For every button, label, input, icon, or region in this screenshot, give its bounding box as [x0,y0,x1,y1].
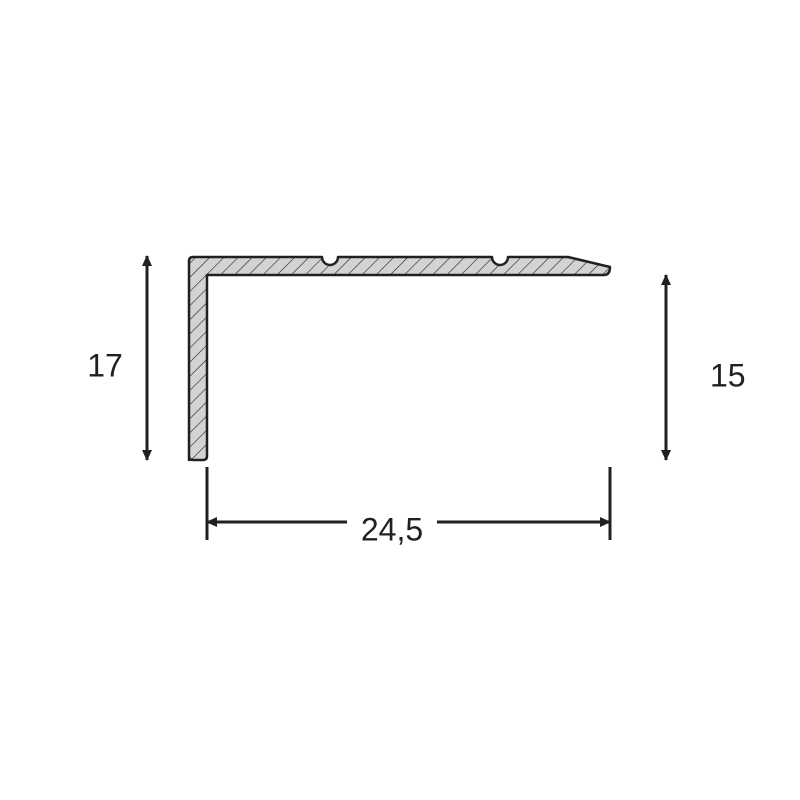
technical-drawing: 17 15 24,5 [0,0,800,800]
profile-shape [189,257,610,460]
dimension-label-left: 17 [87,347,123,383]
dimension-label-right: 15 [710,357,746,393]
dimension-label-bottom: 24,5 [361,511,423,547]
dimension-right: 15 [666,275,746,460]
dimension-left: 17 [77,256,147,460]
dimension-bottom: 24,5 [207,467,610,547]
